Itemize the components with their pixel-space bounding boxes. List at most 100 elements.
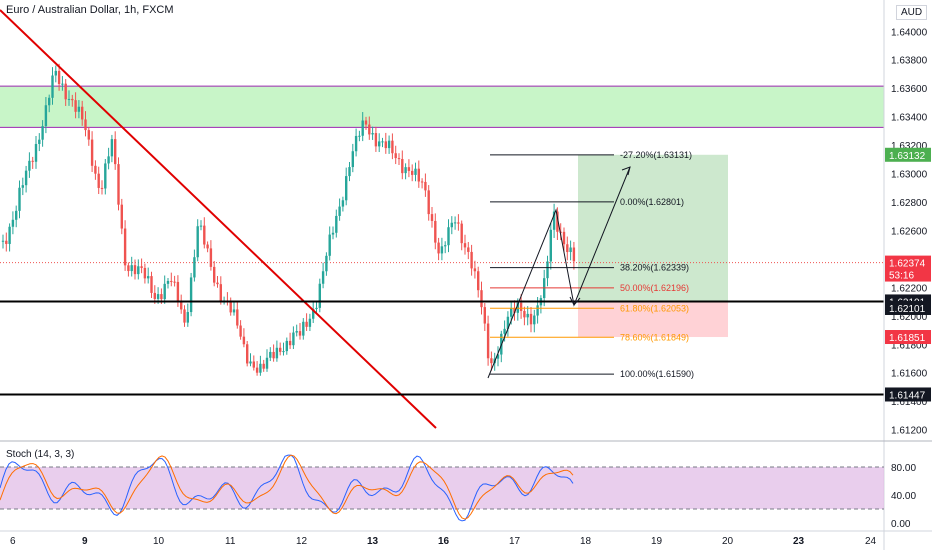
- time-tick-label: 23: [793, 536, 805, 547]
- price-tick-label: 1.61200: [891, 426, 928, 437]
- candle-body: [173, 281, 176, 283]
- candle-body: [137, 266, 140, 275]
- price-badge-label: 1.62374: [889, 259, 926, 270]
- candle-body: [490, 358, 493, 364]
- candle-body: [123, 228, 127, 266]
- candle-body: [1, 240, 5, 242]
- price-badge: [885, 147, 931, 162]
- candle-body: [61, 83, 64, 85]
- candle-body: [298, 331, 302, 336]
- candle-body: [526, 313, 529, 318]
- candle-body: [236, 309, 239, 326]
- candle-body: [229, 302, 232, 313]
- candle-body: [569, 247, 572, 253]
- candle-body: [216, 282, 219, 285]
- time-tick-label: 10: [153, 536, 165, 547]
- candle-body: [404, 167, 407, 174]
- time-tick-label: 12: [296, 536, 308, 547]
- candle-body: [364, 120, 368, 125]
- price-tick-label: 1.63800: [891, 56, 928, 67]
- candle-body: [87, 130, 90, 140]
- candle-body: [312, 308, 315, 319]
- fib-label: 38.20%(1.62339): [620, 263, 689, 273]
- candle-body: [378, 141, 381, 147]
- time-tick-label: 13: [367, 536, 379, 547]
- time-tick-label: 9: [82, 536, 88, 547]
- price-tick-label: 1.61600: [891, 369, 928, 380]
- candle-body: [325, 255, 328, 272]
- candle-body: [90, 139, 94, 166]
- candle-body: [381, 141, 384, 143]
- candle-body: [156, 294, 160, 299]
- price-badge: [885, 300, 931, 315]
- candle-body: [114, 139, 117, 165]
- candle-body: [81, 106, 84, 120]
- candle-body: [15, 210, 18, 220]
- candle-body: [127, 265, 130, 272]
- candle-body: [117, 164, 120, 205]
- candle-body: [513, 307, 516, 313]
- candle-body: [338, 206, 341, 216]
- time-tick-label: 18: [580, 536, 592, 547]
- candle-body: [232, 309, 236, 313]
- candle-body: [18, 187, 21, 211]
- price-badge: [885, 255, 931, 270]
- candle-body: [447, 227, 450, 246]
- candle-body: [239, 325, 242, 337]
- stoch-label[interactable]: Stoch (14, 3, 3): [6, 449, 75, 460]
- candle-body: [206, 244, 209, 249]
- candle-body: [272, 351, 275, 359]
- candle-body: [529, 313, 533, 325]
- currency-label[interactable]: AUD: [896, 5, 928, 20]
- candle-body: [572, 247, 576, 262]
- candle-body: [110, 139, 114, 157]
- candle-body: [361, 120, 364, 136]
- candle-body: [302, 321, 305, 336]
- candle-body: [170, 280, 173, 282]
- candle-body: [437, 242, 440, 254]
- candle-body: [183, 309, 186, 323]
- price-badge: [885, 387, 931, 402]
- candle-body: [147, 276, 150, 279]
- candle-body: [546, 261, 549, 279]
- candle-body: [44, 105, 48, 127]
- candle-body: [562, 231, 566, 245]
- candle-body: [120, 204, 123, 229]
- price-tick-label: 1.62200: [891, 283, 928, 294]
- candle-body: [549, 229, 552, 262]
- candle-body: [269, 351, 272, 358]
- candle-body: [282, 351, 285, 353]
- price-badge-label: 53:16: [889, 271, 914, 282]
- candle-body: [41, 126, 44, 140]
- candle-body: [368, 124, 371, 135]
- candle-body: [470, 251, 473, 269]
- candle-body: [417, 168, 420, 182]
- time-tick-label: 11: [225, 536, 236, 547]
- time-tick-label: 6: [10, 536, 16, 547]
- price-tick-label: 1.63200: [891, 141, 928, 152]
- candle-body: [8, 226, 11, 244]
- loss-zone: [578, 301, 728, 338]
- candle-body: [48, 97, 51, 106]
- candle-body: [94, 165, 97, 174]
- candle-body: [453, 222, 457, 224]
- candle-body: [384, 141, 387, 149]
- candle-body: [213, 266, 216, 283]
- price-badge-label: 1.61851: [889, 333, 926, 344]
- time-tick-label: 17: [509, 536, 521, 547]
- candle-body: [457, 222, 460, 224]
- candle-body: [262, 363, 265, 369]
- candle-body: [28, 160, 31, 171]
- candle-body: [523, 310, 526, 318]
- candle-body: [64, 83, 67, 100]
- candle-body: [67, 98, 71, 100]
- fib-label: -27.20%(1.63131): [620, 150, 692, 160]
- fib-label: 61.80%(1.62053): [620, 303, 689, 313]
- candle-body: [477, 271, 480, 291]
- candle-body: [199, 225, 203, 227]
- candle-body: [341, 200, 345, 207]
- candle-body: [160, 294, 163, 300]
- candle-body: [77, 106, 81, 112]
- candle-body: [11, 219, 15, 227]
